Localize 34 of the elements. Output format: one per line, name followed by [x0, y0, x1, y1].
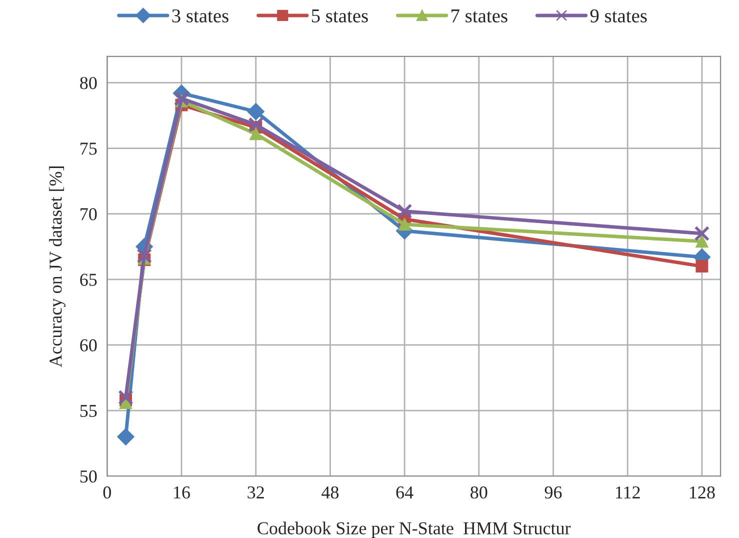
- point: [117, 428, 134, 446]
- legend-label: 5 states: [312, 10, 368, 22]
- y-tick-label: 65: [80, 274, 97, 286]
- x-tick-label: 96: [544, 486, 562, 499]
- point: [248, 117, 264, 132]
- point: [250, 128, 262, 140]
- legend-label: 3 states: [172, 9, 228, 22]
- y-axis-title: Accuracy on JV dataset [%]: [49, 166, 66, 368]
- x-tick-label: 64: [396, 486, 414, 499]
- x-axis-title: Codebook Size per N-State HMM Structur: [258, 522, 571, 538]
- point: [696, 260, 708, 273]
- point: [118, 390, 134, 406]
- x-tick-label: 80: [470, 486, 488, 499]
- x-tick-label: 0: [103, 486, 111, 499]
- x-tick-label: 48: [322, 486, 339, 499]
- point: [136, 248, 152, 264]
- point: [398, 218, 411, 231]
- x-tick-label: 128: [690, 486, 715, 499]
- point: [396, 204, 412, 219]
- x-tick-label: 112: [616, 486, 640, 498]
- point: [694, 226, 710, 242]
- y-tick-label: 80: [80, 76, 97, 90]
- point: [247, 103, 264, 120]
- point: [174, 90, 190, 106]
- y-tick-label: 70: [80, 208, 97, 220]
- y-tick-label: 50: [80, 470, 97, 483]
- y-tick-label: 60: [80, 339, 97, 352]
- point: [696, 235, 708, 248]
- legend-label: 9 states: [590, 9, 647, 22]
- y-tick-label: 55: [80, 405, 97, 418]
- x-tick-label: 16: [174, 486, 190, 499]
- x-tick-label: 32: [248, 486, 264, 499]
- legend-label: 7 states: [452, 10, 508, 22]
- y-tick-label: 75: [80, 142, 97, 155]
